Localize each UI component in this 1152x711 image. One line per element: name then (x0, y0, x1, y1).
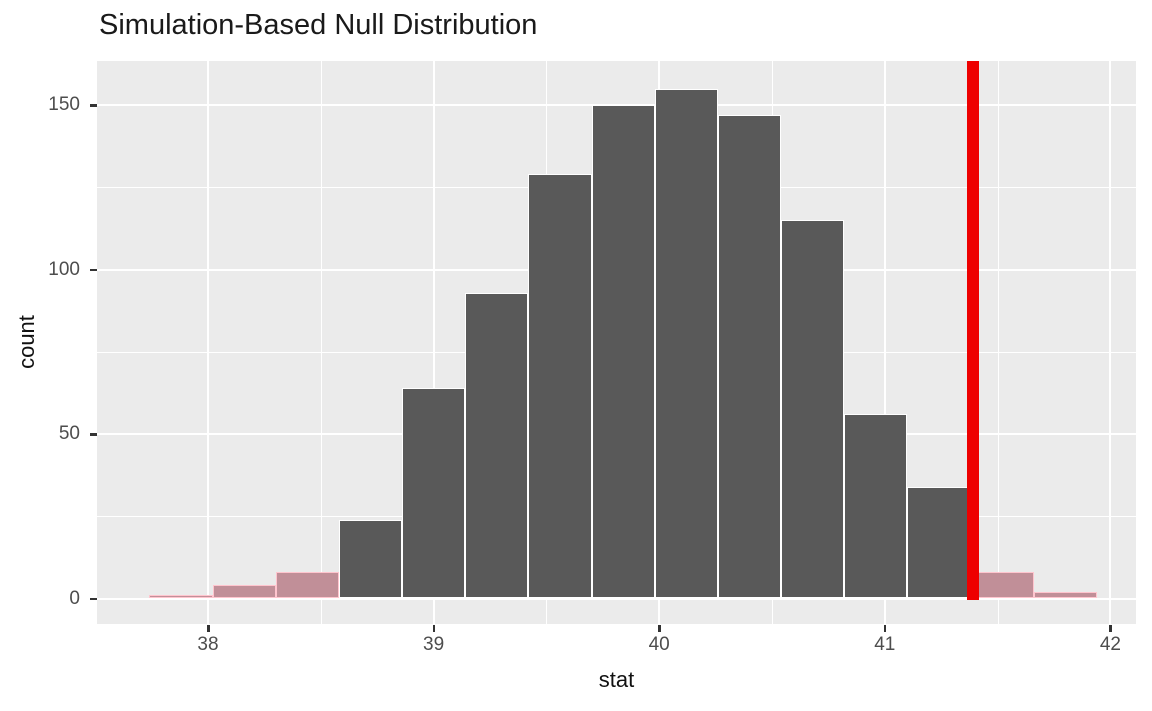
y-tick-mark (90, 597, 97, 600)
y-tick-mark (90, 433, 97, 436)
y-tick-mark (90, 268, 97, 272)
histogram-bar (528, 174, 592, 599)
shaded-tail-bar (275, 572, 339, 599)
plot-panel (97, 61, 1136, 624)
y-tick-label: 100 (48, 258, 80, 280)
y-tick-label: 150 (48, 94, 80, 116)
histogram-bar (717, 115, 781, 599)
histogram-bar (781, 220, 845, 599)
x-tick-mark (883, 625, 887, 632)
y-major-gridline (97, 597, 1136, 600)
x-major-gridline (207, 61, 209, 624)
x-tick-label: 42 (1099, 634, 1121, 655)
x-minor-gridline (997, 61, 999, 624)
histogram-bar (338, 519, 402, 599)
plot-title: Simulation-Based Null Distribution (99, 9, 538, 41)
histogram-bar (907, 486, 971, 599)
x-minor-gridline (320, 61, 322, 624)
x-tick-mark (207, 625, 210, 632)
x-tick-label: 39 (423, 634, 445, 655)
y-tick-mark (90, 104, 97, 107)
y-tick-label: 0 (69, 587, 80, 609)
observed-stat-line (966, 61, 979, 600)
x-tick-mark (658, 625, 661, 632)
x-tick-mark (1109, 625, 1112, 632)
x-tick-label: 38 (197, 634, 219, 655)
shaded-tail-bar (212, 585, 276, 599)
shaded-tail-bar (970, 572, 1034, 599)
shaded-tail-bar (149, 595, 213, 599)
x-major-gridline (1109, 61, 1112, 624)
y-tick-label: 50 (58, 423, 80, 445)
x-major-gridline (883, 61, 886, 624)
x-tick-label: 40 (648, 634, 670, 655)
histogram-bar (654, 88, 718, 599)
histogram-bar (844, 414, 908, 599)
histogram-bar (465, 292, 529, 599)
x-tick-mark (432, 625, 436, 632)
histogram-bar (591, 105, 655, 599)
histogram-bar (402, 388, 466, 599)
x-axis-title: stat (598, 667, 635, 692)
x-major-gridline (432, 61, 435, 624)
shaded-tail-bar (1033, 591, 1097, 599)
x-tick-label: 41 (874, 634, 896, 655)
y-axis-title: count (14, 315, 39, 369)
